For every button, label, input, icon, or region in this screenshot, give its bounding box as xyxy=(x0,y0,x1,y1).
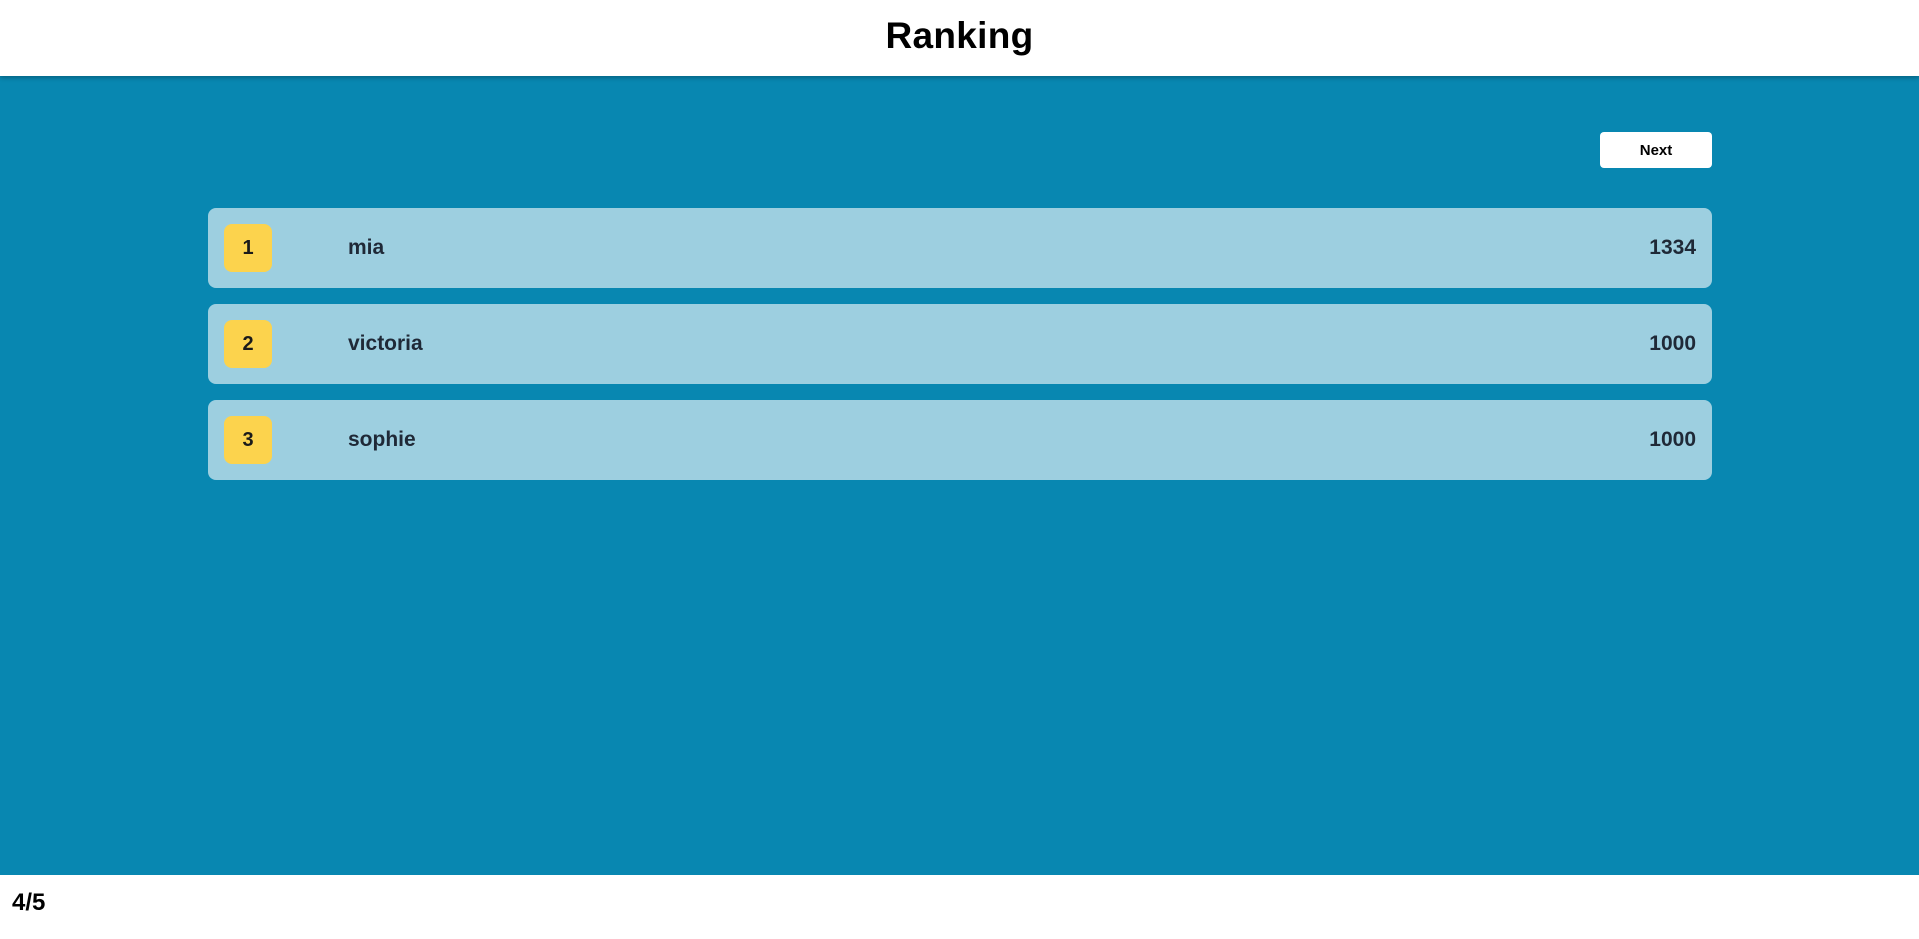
player-score: 1000 xyxy=(1649,428,1696,451)
rank-badge: 1 xyxy=(224,224,272,272)
main-area: Next 1 mia 1334 2 victoria 1000 3 sophie… xyxy=(0,76,1919,875)
footer-bar: 4/5 xyxy=(0,875,1919,939)
player-name: mia xyxy=(348,236,385,259)
rank-badge: 3 xyxy=(224,416,272,464)
ranking-row: 2 victoria 1000 xyxy=(208,304,1712,384)
player-score: 1000 xyxy=(1649,332,1696,355)
ranking-row: 3 sophie 1000 xyxy=(208,400,1712,480)
page-title: Ranking xyxy=(885,15,1034,56)
header-bar: Ranking xyxy=(0,0,1919,76)
ranking-list: 1 mia 1334 2 victoria 1000 3 sophie 1000 xyxy=(208,208,1712,496)
next-button[interactable]: Next xyxy=(1600,132,1712,168)
question-progress: 4/5 xyxy=(12,889,46,916)
rank-badge: 2 xyxy=(224,320,272,368)
ranking-row: 1 mia 1334 xyxy=(208,208,1712,288)
player-name: victoria xyxy=(348,332,423,355)
player-name: sophie xyxy=(348,428,416,451)
player-score: 1334 xyxy=(1649,236,1696,259)
